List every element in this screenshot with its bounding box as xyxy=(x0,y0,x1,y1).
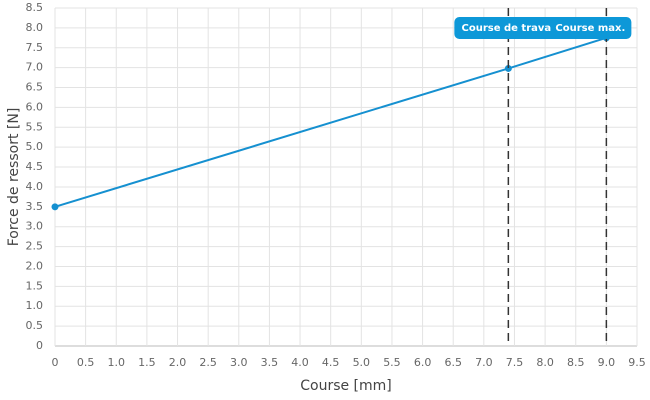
y-tick-label: 5.0 xyxy=(26,140,44,153)
point xyxy=(51,203,59,211)
x-tick-label: 7.0 xyxy=(475,356,493,369)
x-tick-label: 0.5 xyxy=(77,356,95,369)
x-tick-label: 3.0 xyxy=(230,356,248,369)
x-axis-title: Course [mm] xyxy=(300,378,392,394)
x-tick-label: 6.0 xyxy=(414,356,432,369)
point xyxy=(504,64,512,72)
x-tick-label: 1.5 xyxy=(138,356,156,369)
x-tick-label: 5.5 xyxy=(383,356,401,369)
x-tick-label: 3.5 xyxy=(261,356,279,369)
annotation-label: Course max. xyxy=(555,23,625,34)
y-tick-label: 0.5 xyxy=(26,319,44,332)
x-tick-label: 5.0 xyxy=(353,356,371,369)
x-tick-label: 2.5 xyxy=(199,356,217,369)
y-tick-label: 6.0 xyxy=(26,100,44,113)
y-tick-label: 8.5 xyxy=(26,1,44,14)
y-axis-title: Force de ressort [N] xyxy=(6,108,22,247)
y-tick-label: 0 xyxy=(36,339,43,352)
x-tick-label: 9.5 xyxy=(628,356,646,369)
annotation-label: Course de trava xyxy=(462,23,552,34)
y-tick-label: 8.0 xyxy=(26,21,44,34)
y-tick-label: 4.0 xyxy=(26,180,44,193)
annotation-box xyxy=(454,17,632,39)
y-tick-label: 6.5 xyxy=(26,81,44,94)
x-tick-label: 1.0 xyxy=(108,356,126,369)
x-tick-label: 0 xyxy=(52,356,59,369)
y-tick-label: 1.0 xyxy=(26,299,44,312)
x-tick-label: 7.5 xyxy=(506,356,524,369)
y-tick-label: 5.5 xyxy=(26,120,44,133)
x-tick-label: 9.0 xyxy=(598,356,616,369)
y-tick-label: 3.0 xyxy=(26,220,44,233)
x-tick-label: 6.5 xyxy=(444,356,462,369)
y-tick-label: 2.0 xyxy=(26,259,44,272)
y-tick-label: 7.5 xyxy=(26,41,44,54)
x-tick-label: 4.0 xyxy=(291,356,309,369)
x-tick-label: 8.5 xyxy=(567,356,585,369)
y-tick-label: 1.5 xyxy=(26,279,44,292)
x-tick-label: 8.0 xyxy=(536,356,554,369)
x-tick-label: 2.0 xyxy=(169,356,187,369)
y-tick-label: 7.0 xyxy=(26,61,44,74)
y-tick-label: 2.5 xyxy=(26,240,44,253)
x-tick-label: 4.5 xyxy=(322,356,340,369)
y-tick-label: 3.5 xyxy=(26,200,44,213)
y-tick-label: 4.5 xyxy=(26,160,44,173)
